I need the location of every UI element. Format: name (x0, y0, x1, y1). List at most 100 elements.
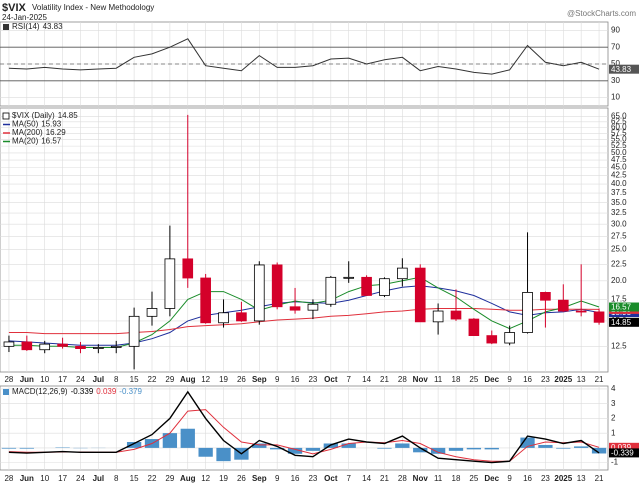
y-tick-label: 32.5 (611, 208, 627, 217)
x-tick-label: Oct (324, 474, 338, 483)
x-tick-label: 14 (362, 474, 371, 483)
moving-average-line (8, 308, 600, 335)
x-tick-label: 10 (40, 375, 49, 384)
date: 24-Jan-2025 (2, 13, 47, 22)
y-tick-label: 1 (611, 428, 616, 437)
description: Volatility Index - New Methodology (32, 3, 154, 12)
x-tick-label: 18 (452, 375, 461, 384)
x-tick-label: Dec (484, 375, 499, 384)
y-tick-label: -1 (611, 458, 619, 467)
legend-value: 0.039 (96, 387, 117, 396)
value-box (609, 64, 639, 74)
candle-body (93, 347, 104, 349)
x-tick-label: 2025 (554, 474, 572, 483)
y-tick-label: 65.0 (611, 111, 627, 120)
x-tick-label: 14 (362, 375, 371, 384)
y-tick-label: 47.5 (611, 155, 627, 164)
histogram-bar (180, 428, 195, 448)
value-box-label: 43.83 (611, 65, 632, 74)
x-tick-label: 17 (58, 375, 67, 384)
candle-body (540, 292, 551, 301)
x-tick-label: 9 (275, 375, 280, 384)
histogram-bar (252, 443, 267, 448)
y-tick-label: 4 (611, 384, 616, 393)
y-tick-label: 40.0 (611, 179, 627, 188)
macd-line (8, 390, 600, 464)
x-tick-label: 25 (469, 474, 478, 483)
histogram-bar (377, 447, 392, 449)
legend-swatch (3, 389, 9, 395)
rsi-line (8, 38, 600, 75)
histogram-bar (556, 447, 571, 449)
y-tick-label: 3 (611, 399, 616, 408)
x-tick-label: 13 (577, 375, 586, 384)
candle-body (486, 335, 498, 344)
x-tick-label: 16 (523, 375, 532, 384)
x-tick-label: 15 (130, 375, 139, 384)
x-tick-label: Sep (252, 375, 267, 384)
candle-body (557, 299, 569, 312)
legend-value: -0.379 (119, 387, 142, 396)
histogram-bar (19, 447, 34, 449)
y-tick-label: 62.5 (611, 117, 627, 126)
candle-body (110, 345, 122, 348)
y-tick-label: 12.5 (611, 341, 627, 350)
y-tick-label: 20.0 (611, 276, 627, 285)
candle-body (3, 341, 15, 347)
y-tick-label: 60.0 (611, 123, 627, 132)
histogram-bar (162, 433, 178, 448)
candle-body (218, 312, 229, 324)
x-tick-label: 21 (595, 375, 604, 384)
candle-body (146, 308, 158, 317)
candle-body (75, 345, 86, 349)
x-tick-label: 23 (541, 375, 550, 384)
candle-body (128, 315, 140, 347)
y-tick-label: 52.5 (611, 141, 627, 150)
candle-body (182, 258, 194, 279)
legend-value: 16.57 (41, 137, 62, 146)
histogram-bar (413, 447, 428, 453)
legend-entry: MA(20) 16.57 (12, 137, 62, 146)
x-tick-label: 22 (148, 474, 157, 483)
y-tick-label: 27.5 (611, 231, 627, 240)
x-tick-label: 21 (380, 474, 389, 483)
x-tick-label: 18 (452, 474, 461, 483)
x-tick-label: Jul (93, 474, 105, 483)
x-tick-label: 29 (165, 375, 174, 384)
legend-name: RSI(14) (12, 22, 40, 31)
histogram-bar (216, 447, 231, 462)
candle-body (343, 276, 355, 279)
candle-body (325, 276, 337, 305)
y-tick-label: 50.0 (611, 148, 627, 157)
value-box-label: -0.339 (611, 448, 634, 457)
candle-body (271, 264, 283, 308)
y-tick-label: 37.5 (611, 188, 627, 197)
value-box-label: 14.85 (611, 318, 632, 327)
x-tick-label: 23 (308, 375, 317, 384)
candle-body (164, 258, 176, 309)
y-tick-label: 70 (611, 42, 620, 51)
x-tick-label: 16 (291, 474, 300, 483)
x-tick-label: Aug (180, 474, 196, 483)
x-tick-label: Jun (20, 474, 34, 483)
value-box (609, 302, 639, 312)
candle-body (379, 278, 390, 296)
x-tick-label: 29 (165, 474, 174, 483)
legend-entry: MACD(12,26,9) -0.339 0.039 -0.379 (12, 387, 143, 396)
x-tick-label: 9 (275, 474, 280, 483)
x-tick-label: 25 (469, 375, 478, 384)
y-tick-label: 90 (611, 26, 620, 35)
histogram-bar (538, 444, 553, 448)
histogram-bar (270, 447, 285, 450)
value-box-label: 16.57 (611, 303, 632, 312)
x-tick-label: 21 (595, 474, 604, 483)
y-tick-label: 55.0 (611, 135, 627, 144)
x-tick-label: 9 (507, 474, 512, 483)
histogram-bar (126, 442, 142, 448)
y-tick-label: 17.5 (611, 295, 627, 304)
legend-name: MA(200) (12, 128, 43, 137)
x-tick-label: 19 (219, 474, 228, 483)
legend-value: 14.85 (58, 111, 79, 120)
x-tick-label: 13 (577, 474, 586, 483)
